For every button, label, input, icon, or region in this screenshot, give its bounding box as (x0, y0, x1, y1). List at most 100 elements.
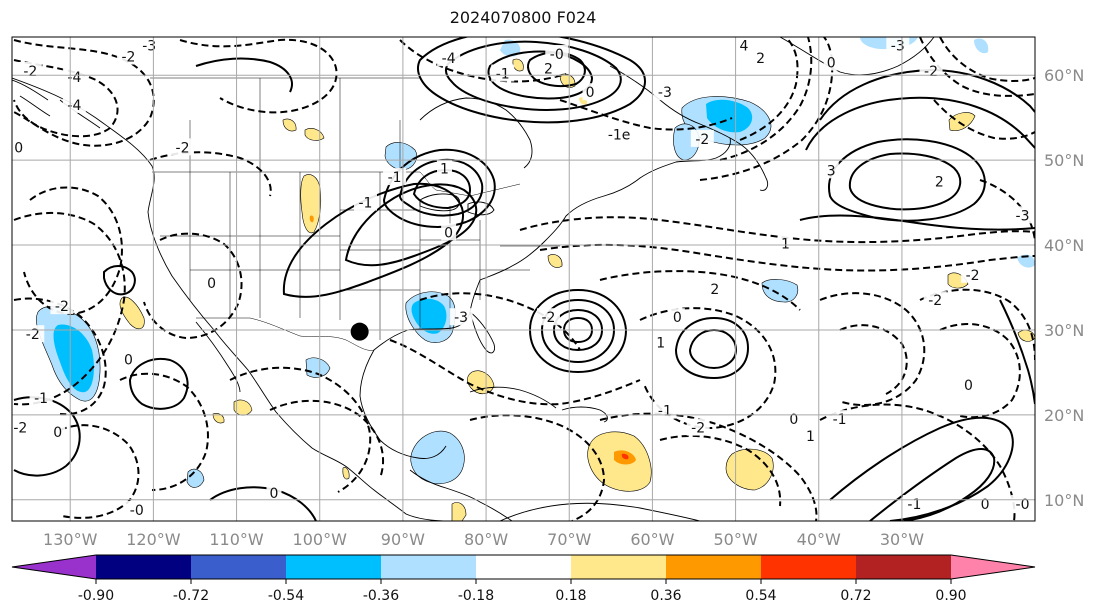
contour-label: 4 (739, 38, 748, 54)
lon-tick-labels: 130°W 120°W 110°W 100°W 90°W 80°W 70°W 60°W 50°W… (43, 530, 924, 549)
contour-label-bg (29, 388, 53, 406)
shade-tropical-yellow (725, 448, 774, 491)
contour-label-bg (669, 308, 685, 326)
contour-label-bg (545, 44, 569, 62)
contour-label: -2 (55, 299, 69, 315)
lon-tick-label: 120°W (126, 530, 181, 549)
contour-label: -3 (891, 38, 905, 54)
colorbar-level-label: 0.54 (745, 588, 776, 604)
shade-gulf-blue-core (411, 298, 447, 334)
contour-label-bg (266, 483, 282, 501)
shade-pacific-blue-core (53, 324, 94, 393)
contour-label: -2 (26, 327, 40, 343)
contour-label: 2 (710, 282, 719, 298)
shade-far-east-yellow (1017, 329, 1035, 342)
lat-tick-label: 50°N (1044, 151, 1084, 170)
lat-tick-labels: 60°N 50°N 40°N 30°N 20°N 10°N (1044, 66, 1084, 510)
contour-label-bg (802, 427, 818, 445)
contour-label-bg (686, 418, 710, 436)
contour-label-bg (886, 37, 910, 54)
contour-label: -0 (1016, 497, 1030, 513)
shade-mexico-blue-2 (186, 468, 205, 488)
contour-label-bg (12, 138, 27, 156)
contour-label: -3 (1016, 208, 1030, 224)
contour-label-bg (786, 410, 802, 428)
contour-label-bg (116, 47, 140, 65)
hudson-outline (419, 97, 533, 169)
neg-contour-nw-2 (13, 59, 119, 138)
pos-contour-azores-5 (799, 214, 1035, 231)
lon-tick-label: 60°W (630, 530, 674, 549)
pos-contour-azores-4 (848, 152, 962, 211)
contour-label-bg (536, 308, 560, 326)
contour-label-bg (437, 49, 461, 67)
contour-label: -3 (658, 85, 672, 101)
contour-label: 1 (781, 236, 790, 252)
shade-arctic-blue-2 (500, 39, 521, 57)
colorbar-level-label: -0.90 (78, 588, 114, 604)
contour-label: -3 (142, 38, 156, 54)
contour-label: 3 (827, 163, 836, 179)
contour-label: 0 (981, 497, 990, 513)
neg-contour-se-1 (389, 339, 641, 406)
contour-label-bg (960, 376, 976, 394)
shade-pacific-yellow-3 (212, 413, 225, 424)
contour-label-bg (204, 274, 220, 292)
shade-plains-orange (309, 215, 314, 223)
shade-pnw-yellow (304, 128, 325, 141)
neg-contour-ne-2 (939, 37, 1035, 82)
colorbar: -0.90 -0.72 -0.54 -0.36 -0.18 0.18 0.36 0.54 0.7… (11, 554, 1036, 604)
neg-contour-atlantic-3 (599, 270, 801, 311)
location-marker (350, 322, 369, 341)
lat-tick-label: 30°N (1044, 321, 1084, 340)
neg-contour-atlantic-1 (519, 216, 1035, 244)
contour-label-bg (171, 138, 194, 156)
west-coast-outline (12, 77, 451, 521)
contour-label: -2 (23, 64, 37, 80)
colorbar-level-label: -0.36 (363, 588, 399, 604)
shade-east-blue-2 (974, 38, 989, 54)
contour-label-bg (540, 59, 556, 77)
colorbar-level-label: 0.72 (840, 588, 871, 604)
neg-contour-arctic-2 (559, 99, 733, 131)
contour-label: 0 (207, 276, 216, 292)
contour-label: -1e (608, 128, 631, 144)
shade-east-blue (1017, 254, 1035, 268)
contour-label-bg (707, 280, 723, 298)
contour-label: -2 (541, 310, 555, 326)
contour-label-bg (961, 265, 985, 283)
us-canada-border (152, 171, 521, 197)
neg-contour-pacific-3 (13, 297, 107, 416)
contour-label-bg (1011, 206, 1035, 224)
contour-label: 0 (270, 486, 279, 502)
contour-label: -2 (13, 421, 27, 437)
gridlines (12, 37, 1035, 521)
shade-cuba-yellow (467, 370, 495, 395)
colorbar-level-label: 0.36 (650, 588, 681, 604)
colorbar-level-label: -0.54 (268, 588, 304, 604)
shade-mexico-blue (305, 357, 331, 378)
contour-label-bg (690, 129, 714, 147)
shade-arctic-yellow (512, 58, 524, 72)
contour-label: 2 (756, 51, 765, 67)
map-frame (11, 36, 1036, 522)
central-america-outline (409, 469, 513, 521)
colorbar-level-label: 0.18 (555, 588, 586, 604)
colorbar-level-label: -0.18 (458, 588, 494, 604)
us-mexico-border (196, 317, 375, 351)
lon-tick-label: 130°W (43, 530, 98, 549)
colorbar-segment (476, 555, 572, 579)
neg-contour-central-1 (229, 366, 372, 493)
contour-label: -3 (454, 310, 468, 326)
lon-tick-label: 100°W (293, 530, 348, 549)
pos-contour-east-edge (999, 299, 1035, 405)
east-coast-outline (479, 137, 731, 281)
contour-label: -0 (130, 503, 144, 519)
neg-contour-pacific-6 (59, 424, 140, 519)
contour-label-bg (1011, 495, 1035, 513)
neg-contour-tropics-3 (469, 414, 606, 521)
colorbar-segment (571, 555, 667, 579)
contour-label: 0 (124, 353, 133, 369)
pos-contour-midatlantic-2 (688, 328, 738, 370)
neg-contour-central-2 (269, 399, 385, 479)
